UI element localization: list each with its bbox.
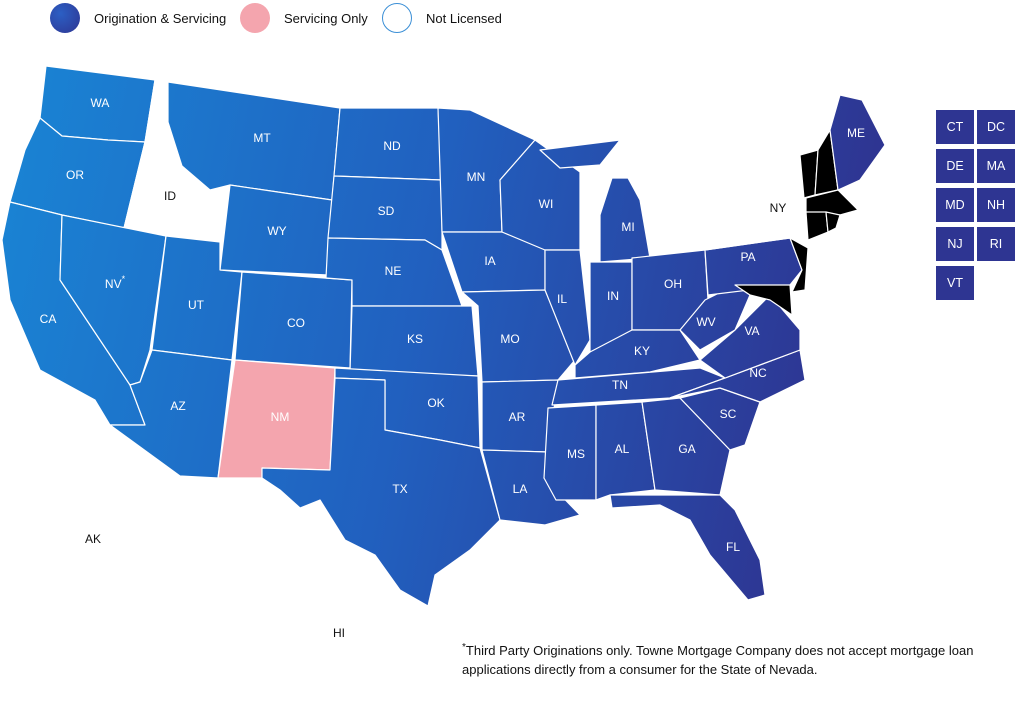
state-label-GA: GA	[678, 442, 695, 456]
state-label-UT: UT	[188, 298, 205, 312]
state-MS[interactable]	[543, 404, 597, 501]
state-label-OK: OK	[427, 396, 444, 410]
state-label-ME: ME	[847, 126, 865, 140]
tile-DC[interactable]: DC	[977, 110, 1015, 144]
state-label-KY: KY	[634, 344, 650, 358]
tile-VT[interactable]: VT	[936, 266, 974, 300]
state-IL[interactable]	[544, 249, 591, 366]
state-AL[interactable]	[595, 401, 656, 501]
state-label-SC: SC	[720, 407, 737, 421]
state-MA[interactable]	[805, 189, 859, 216]
state-HI[interactable]	[249, 569, 353, 649]
state-label-MO: MO	[500, 332, 519, 346]
state-label-OH: OH	[664, 277, 682, 291]
state-AZ[interactable]	[109, 349, 233, 479]
legend-item-servicing-only: Servicing Only	[240, 3, 368, 33]
footnote-mark: *	[462, 642, 466, 653]
state-label-NY: NY	[770, 201, 787, 215]
state-label-NE: NE	[385, 264, 402, 278]
state-label-FL: FL	[726, 540, 740, 554]
footnote-text: Third Party Originations only. Towne Mor…	[462, 643, 974, 677]
legend-swatch-not-licensed	[382, 3, 412, 33]
tile-NJ[interactable]: NJ	[936, 227, 974, 261]
state-label-ND: ND	[383, 139, 401, 153]
state-label-NM: NM	[271, 410, 290, 424]
state-label-MS: MS	[567, 447, 585, 461]
tile-MA[interactable]: MA	[977, 149, 1015, 183]
state-label-SD: SD	[378, 204, 395, 218]
state-label-HI: HI	[333, 626, 345, 640]
state-label-WA: WA	[91, 96, 110, 110]
state-label-AL: AL	[615, 442, 630, 456]
state-label-AR: AR	[509, 410, 526, 424]
state-label-ID: ID	[164, 189, 176, 203]
legend-item-origination-servicing: Origination & Servicing	[50, 3, 226, 33]
state-label-TX: TX	[392, 482, 407, 496]
state-label-IL: IL	[557, 292, 567, 306]
state-label-PA: PA	[740, 250, 755, 264]
map-legend: Origination & Servicing Servicing Only N…	[0, 0, 560, 40]
state-label-WV: WV	[696, 315, 715, 329]
state-label-IN: IN	[607, 289, 619, 303]
tile-DE[interactable]: DE	[936, 149, 974, 183]
state-NY[interactable]	[704, 154, 809, 251]
state-label-MT: MT	[253, 131, 271, 145]
tile-CT[interactable]: CT	[936, 110, 974, 144]
state-label-NC: NC	[749, 366, 767, 380]
legend-swatch-origination-servicing	[50, 3, 80, 33]
tile-MD[interactable]: MD	[936, 188, 974, 222]
state-label-IA: IA	[484, 254, 495, 268]
legend-label-not-licensed: Not Licensed	[426, 10, 502, 26]
state-note-mark-NV: *	[122, 274, 126, 284]
legend-item-not-licensed: Not Licensed	[382, 3, 502, 33]
state-label-AZ: AZ	[170, 399, 185, 413]
state-NJ[interactable]	[789, 237, 809, 293]
legend-swatch-servicing-only	[240, 3, 270, 33]
state-CT[interactable]	[805, 211, 829, 241]
state-FL[interactable]	[609, 494, 766, 601]
legend-label-origination-servicing: Origination & Servicing	[94, 10, 227, 26]
state-label-MI: MI	[621, 220, 634, 234]
state-label-CO: CO	[287, 316, 305, 330]
tile-RI[interactable]: RI	[977, 227, 1015, 261]
state-label-OR: OR	[66, 168, 84, 182]
footnote: *Third Party Originations only. Towne Mo…	[462, 641, 1007, 679]
state-label-AK: AK	[85, 532, 101, 546]
state-MD[interactable]	[734, 284, 793, 316]
state-label-CA: CA	[40, 312, 57, 326]
state-AK[interactable]	[14, 479, 189, 631]
state-label-KS: KS	[407, 332, 423, 346]
state-label-MN: MN	[467, 170, 486, 184]
tile-NH[interactable]: NH	[977, 188, 1015, 222]
state-label-VA: VA	[744, 324, 759, 338]
state-label-WI: WI	[539, 197, 554, 211]
state-ME[interactable]	[829, 94, 886, 191]
legend-label-servicing-only: Servicing Only	[284, 10, 368, 26]
state-GA[interactable]	[641, 397, 731, 496]
state-label-NV: NV*	[105, 274, 126, 291]
state-label-WY: WY	[267, 224, 286, 238]
state-label-LA: LA	[513, 482, 528, 496]
state-TX[interactable]	[261, 377, 501, 607]
state-RI[interactable]	[825, 211, 841, 233]
state-label-TN: TN	[612, 378, 628, 392]
